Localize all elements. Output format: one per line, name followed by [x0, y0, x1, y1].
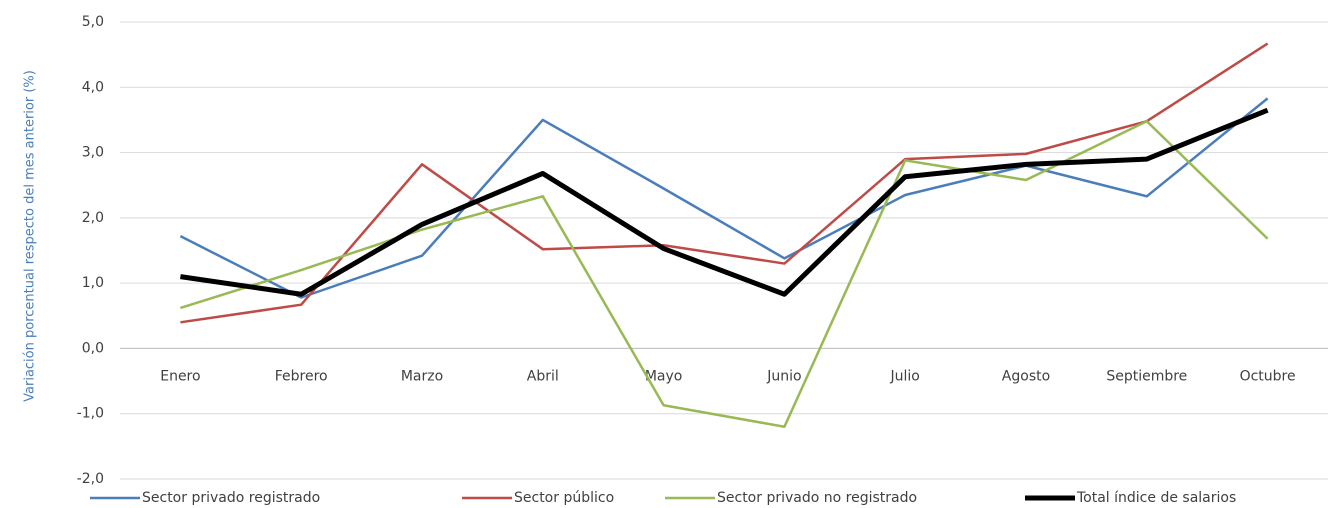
- series-line: [179, 97, 1269, 299]
- legend-label: Total índice de salarios: [1076, 490, 1236, 506]
- legend-label: Sector público: [514, 490, 614, 506]
- x-tick-label: Septiembre: [1106, 368, 1187, 384]
- y-axis-label: Variación porcentual respecto del mes an…: [23, 70, 38, 402]
- x-tick-label: Junio: [766, 368, 801, 384]
- series-line: [180, 119, 1269, 429]
- x-tick-label: Febrero: [275, 368, 328, 384]
- y-tick-label: -1,0: [77, 406, 104, 422]
- y-tick-label: 0,0: [82, 340, 104, 356]
- x-tick-label: Marzo: [401, 368, 443, 384]
- x-tick-label: Octubre: [1240, 368, 1296, 384]
- y-tick-label: -2,0: [77, 471, 104, 487]
- y-tick-label: 1,0: [82, 275, 104, 291]
- series-line: [180, 42, 1269, 324]
- y-tick-label: 5,0: [82, 14, 104, 30]
- x-tick-label: Mayo: [645, 368, 683, 384]
- legend-label: Sector privado registrado: [142, 490, 320, 506]
- y-tick-label: 4,0: [82, 79, 104, 95]
- x-tick-label: Abril: [527, 368, 559, 384]
- y-tick-label: 2,0: [82, 210, 104, 226]
- legend-label: Sector privado no registrado: [717, 490, 917, 506]
- series-line: [180, 107, 1269, 297]
- x-tick-label: Agosto: [1002, 368, 1050, 384]
- y-tick-label: 3,0: [82, 145, 104, 161]
- x-tick-label: Enero: [160, 368, 200, 384]
- x-tick-label: Julio: [890, 368, 920, 384]
